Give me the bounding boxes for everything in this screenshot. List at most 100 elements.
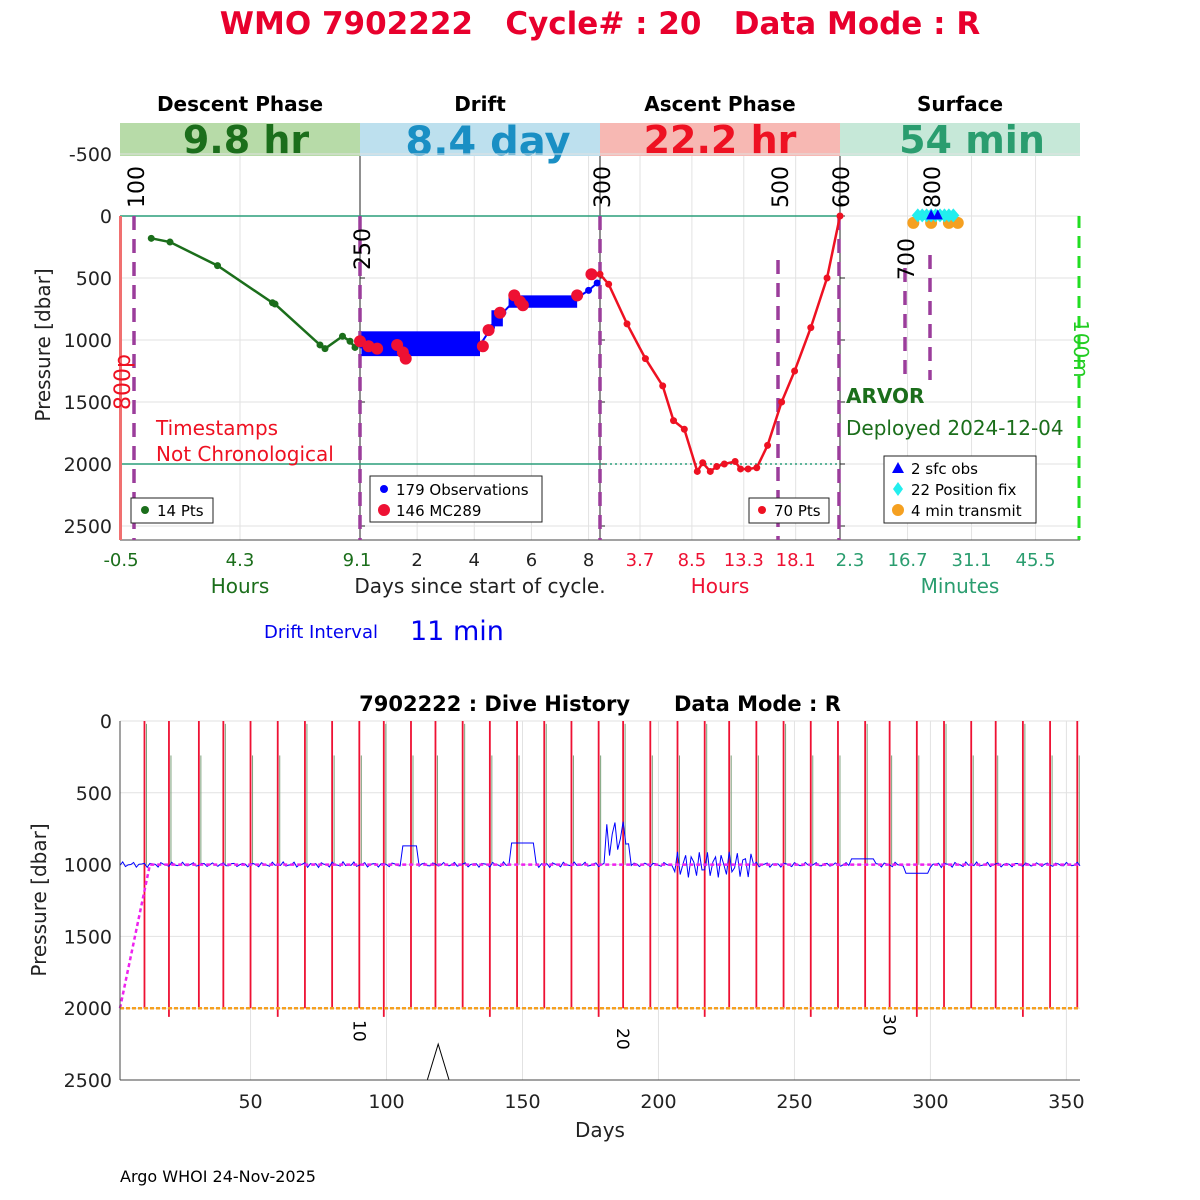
top-ytick-label: 500 [76, 268, 112, 290]
top-ytick-label: 2000 [64, 454, 112, 476]
descent-point [166, 238, 174, 246]
bottom-title: 7902222 : Dive History Data Mode : R [359, 692, 841, 716]
bottom-xtick-label: 200 [640, 1091, 676, 1113]
bottom-ytick-label: 500 [76, 783, 112, 805]
top-ylabel: Pressure [dbar] [31, 268, 55, 421]
descent-series [147, 234, 359, 353]
top-ytick-label: 1500 [64, 392, 112, 414]
xtick-descent: -0.5 [103, 550, 138, 571]
bottom-axes: 0 500 1000 1500 2000 2500 50 100 150 200 250 300 350 [64, 711, 1085, 1113]
descent-point [346, 337, 354, 345]
xtick-ascent: 3.7 [626, 550, 655, 571]
xtick-ascent: 18.1 [776, 550, 816, 571]
drift-mc-point [482, 324, 495, 337]
top-ytick-label: 1000 [64, 330, 112, 352]
ascent-point [823, 274, 831, 282]
drift-interval-value: 11 min [410, 616, 504, 647]
descent-point [147, 234, 155, 242]
phase-name-descent: Descent Phase [157, 92, 323, 116]
bottom-panel: 7902222 : Dive History Data Mode : R 10 2… [27, 692, 1085, 1142]
xtick-ascent: 8.5 [678, 550, 707, 571]
bottom-ytick-label: 1500 [64, 926, 112, 948]
figure-title: WMO 7902222 Cycle# : 20 Data Mode : R [220, 6, 981, 42]
drift-obs-point [442, 341, 450, 349]
legend-drift: 179 Observations 146 MC289 [369, 475, 543, 523]
legend-position-fix-label: 22 Position fix [911, 481, 1016, 499]
ascent-point [778, 398, 786, 406]
band-descent [120, 123, 360, 156]
parking-depth-line [118, 863, 1080, 1009]
vline-label-700: 700 [895, 238, 920, 280]
legend-drift-obs-label: 179 Observations [396, 481, 529, 499]
ascent-point [737, 465, 745, 473]
ascent-point [764, 441, 772, 449]
warning-line-1: Timestamps [155, 416, 278, 440]
descent-line [151, 237, 356, 351]
vline-label-800: 800 [921, 166, 946, 208]
vline-label-300: 300 [591, 166, 616, 208]
sfc-obs-point [926, 209, 937, 220]
xlabel-drift: Days since start of cycle. [354, 574, 605, 598]
ascent-point [605, 280, 613, 288]
band-ascent [600, 123, 840, 156]
descent-point [271, 300, 279, 308]
xlabel-ascent: Hours [691, 574, 750, 598]
xlabel-descent: Hours [211, 574, 270, 598]
top-ytick-label: -500 [69, 144, 112, 166]
phase-name-drift: Drift [454, 92, 506, 116]
phase-name-ascent: Ascent Phase [644, 92, 795, 116]
right-depth-label: 100m [1069, 320, 1093, 378]
xlabel-surface: Minutes [921, 574, 1000, 598]
top-ytick-label: 0 [100, 206, 112, 228]
ascent-point [744, 465, 752, 473]
ascent-point [791, 367, 799, 375]
legend-ascent: 70 Pts [748, 497, 830, 524]
xtick-drift: 2 [411, 550, 422, 571]
sfc-obs-point [932, 209, 943, 220]
band-drift [360, 123, 600, 156]
xtick-drift: 4 [469, 550, 480, 571]
legend-sfc-obs-label: 2 sfc obs [911, 460, 978, 478]
drift-obs-point [527, 296, 535, 304]
ascent-point [641, 355, 649, 363]
bottom-xtick-label: 250 [776, 1091, 812, 1113]
duration-ascent: 22.2 hr [644, 118, 797, 162]
legend-descent-label: 14 Pts [157, 502, 204, 520]
legend-drift-mc-marker [378, 504, 390, 516]
ascent-point [670, 417, 678, 425]
cycle-label: 10 [348, 1020, 368, 1042]
duration-drift: 8.4 day [405, 119, 570, 165]
warning-line-2: Not Chronological [156, 442, 334, 466]
float-type: ARVOR [846, 384, 924, 408]
top-reference-lines [119, 215, 1081, 540]
top-ytick-label: 2500 [64, 516, 112, 538]
xtick-drift: 8 [583, 550, 594, 571]
descent-point [321, 345, 329, 353]
legend-surface: 2 sfc obs 22 Position fix 4 min transmit [883, 455, 1037, 524]
bottom-xtick-label: 50 [238, 1091, 262, 1113]
ascent-series [596, 212, 844, 475]
xtick-surface: 45.5 [1016, 550, 1056, 571]
bottom-xtick-label: 350 [1048, 1091, 1084, 1113]
ascent-point [706, 467, 714, 475]
cycle-label: 20 [612, 1028, 632, 1050]
top-panel: Descent Phase Drift Ascent Phase Surface… [31, 92, 1093, 647]
bottom-ylabel: Pressure [dbar] [27, 823, 51, 976]
drift-mc-point [516, 299, 529, 312]
deployed-date: Deployed 2024-12-04 [846, 416, 1064, 440]
xtick-descent: 4.3 [226, 550, 255, 571]
legend-transmit-label: 4 min transmit [911, 502, 1022, 520]
ascent-point [623, 320, 631, 328]
ascent-point [596, 270, 604, 278]
cycle-label: 30 [879, 1014, 899, 1036]
legend-drift-mc-label: 146 MC289 [396, 502, 481, 520]
ascent-point [807, 324, 815, 332]
ascent-point [731, 458, 739, 466]
bottom-xtick-label: 100 [368, 1091, 404, 1113]
bottom-ytick-label: 2500 [64, 1070, 112, 1092]
top-yticks: -500 0 500 1000 1500 2000 2500 [64, 144, 112, 538]
footer-credit: Argo WHOI 24-Nov-2025 [120, 1167, 316, 1186]
descent-point [214, 262, 221, 270]
drift-mc-point [494, 306, 506, 319]
